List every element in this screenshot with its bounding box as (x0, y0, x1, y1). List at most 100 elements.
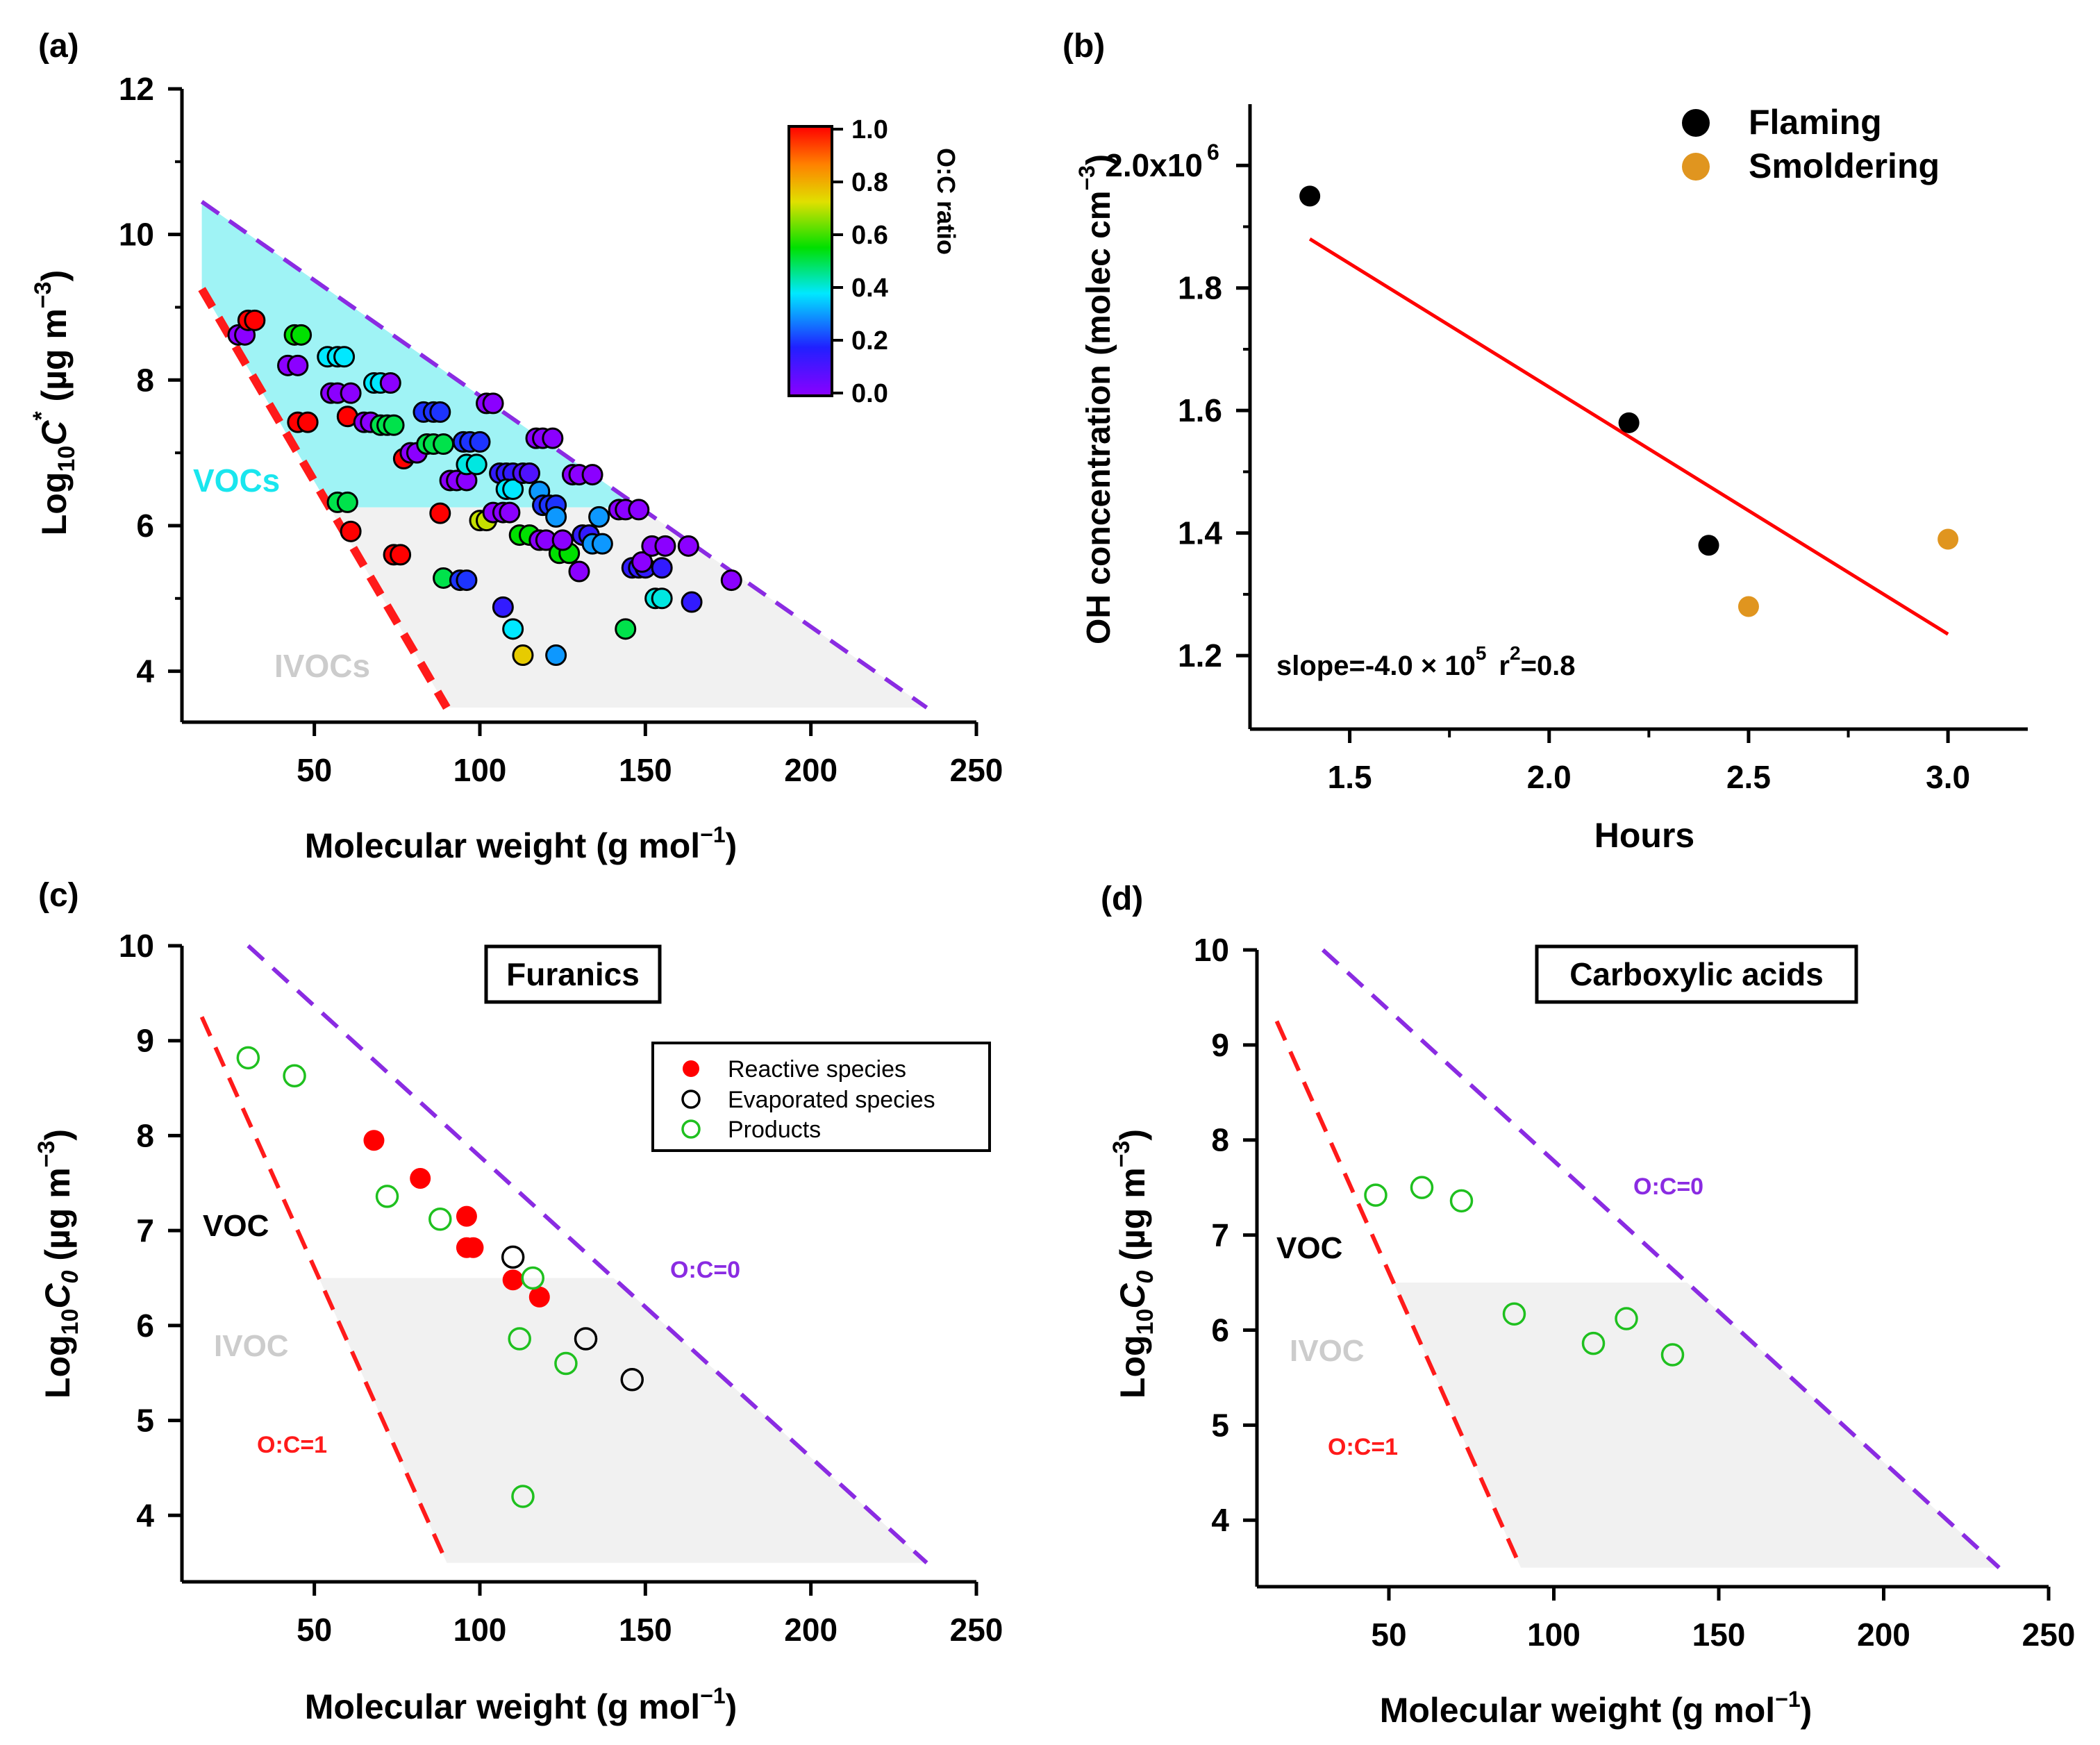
panel-d-tick-labels: 50 100 150 200 250 4 5 6 7 8 9 10 (1194, 932, 2076, 1653)
evaporated-point (620, 1368, 644, 1392)
y-tick-label: 10 (1194, 932, 1229, 968)
smoldering-point (1738, 596, 1759, 617)
flaming-point (1618, 412, 1640, 433)
data-point (651, 557, 673, 579)
y-tick-label: 9 (1211, 1027, 1229, 1063)
slope-annotation: slope=-4.0 × 105 r2=0.8 (1276, 642, 1576, 681)
legend-smoldering-label: Smoldering (1749, 147, 1940, 185)
panel-b-xlabel: Hours (1594, 816, 1694, 855)
data-point (333, 346, 356, 368)
panel-b-axes (1236, 104, 2028, 743)
panel-c-ivoc-label: IVOC (214, 1329, 289, 1363)
product-point (521, 1266, 545, 1290)
data-point (379, 372, 401, 394)
colorbar-tick-label: 0.4 (851, 274, 888, 303)
x-tick-label: 200 (784, 1612, 838, 1648)
y-tick-label: 8 (136, 362, 154, 398)
x-tick-label: 100 (453, 1612, 507, 1648)
data-point (651, 587, 673, 610)
panel-a-voc-label: VOCs (193, 462, 280, 499)
y-tick-label: 6 (1211, 1312, 1229, 1348)
panel-c-points (236, 1046, 644, 1508)
product-point (1410, 1176, 1434, 1199)
panel-b-label: (b) (1062, 28, 1105, 65)
panel-a-boundary-lines (198, 200, 928, 710)
colorbar-tick-label: 1.0 (851, 115, 888, 144)
colorbar-tick-label: 0.6 (851, 221, 888, 250)
x-tick-label: 150 (619, 1612, 672, 1648)
reactive-point (502, 1269, 524, 1291)
data-point (429, 502, 451, 524)
legend-products-marker (681, 1119, 701, 1139)
panel-c-ylabel: Log10C0 (µg m−3) (33, 1129, 83, 1398)
colorbar-tick-label: 0.2 (851, 326, 888, 356)
y-tick-exponent: 6 (1207, 140, 1219, 165)
panel-c-title-box: Furanics (484, 944, 662, 1004)
data-point (581, 464, 603, 486)
y-tick-label: 2.0x10 (1105, 147, 1203, 183)
panel-a-label: (a) (38, 28, 79, 65)
panel-d-axes (1243, 948, 2051, 1601)
panel-c-regions (319, 1278, 927, 1563)
data-point (502, 618, 524, 640)
panel-a-axes (168, 87, 978, 736)
x-tick-label: 250 (950, 1612, 1003, 1648)
oc1-boundary-line (198, 287, 451, 710)
panel-d-title-box: Carboxylic acids (1535, 944, 1858, 1004)
panel-c-title: Furanics (506, 956, 640, 992)
product-point (236, 1046, 260, 1070)
data-point (654, 535, 676, 557)
data-point (512, 644, 534, 667)
data-point (631, 551, 653, 573)
y-tick-label: 4 (136, 653, 154, 690)
product-point (1615, 1307, 1638, 1330)
colorbar-tick-label: 0.0 (851, 379, 888, 408)
y-tick-label: 12 (119, 71, 154, 107)
y-tick-label: 7 (1211, 1217, 1229, 1253)
panel-d-oc1-label: O:C=1 (1328, 1434, 1398, 1460)
ivoc-region (329, 507, 927, 708)
data-point (456, 569, 478, 592)
x-tick-label: 1.5 (1328, 759, 1372, 795)
legend-products-label: Products (728, 1117, 821, 1143)
panel-a-xlabel: Molecular weight (g mol−1) (305, 822, 738, 865)
x-tick-label: 50 (297, 1612, 332, 1648)
data-point (545, 506, 567, 528)
data-point (465, 453, 488, 476)
data-point (469, 431, 491, 453)
panel-a-points (227, 309, 742, 667)
panel-d-ivoc-label: IVOC (1290, 1334, 1365, 1368)
oc0-boundary-line (247, 944, 928, 1564)
y-tick-label: 8 (136, 1117, 154, 1153)
data-point (519, 462, 540, 484)
panel-b-points (1299, 185, 1959, 617)
ivoc-region (319, 1278, 927, 1563)
product-point (1364, 1183, 1388, 1207)
panel-d-regions (1393, 1283, 1999, 1568)
data-point (383, 414, 405, 436)
ivoc-region (1393, 1283, 1999, 1568)
product-point (1660, 1343, 1685, 1367)
legend-flaming-marker (1682, 109, 1710, 137)
panel-d-ylabel: Log10C0 (µg m−3) (1108, 1129, 1158, 1398)
panel-b-tick-labels: 1.5 2.0 2.5 3.0 1.2 1.4 1.6 1.8 2.0x10 6 (1105, 140, 1970, 795)
smoldering-point (1938, 528, 1959, 550)
product-point (1449, 1189, 1474, 1213)
data-point (502, 478, 524, 501)
data-point (429, 401, 451, 423)
data-point (297, 411, 319, 433)
reactive-point (456, 1205, 477, 1227)
product-point (428, 1207, 452, 1231)
legend-smoldering-marker (1682, 153, 1710, 181)
panel-d-title: Carboxylic acids (1569, 956, 1824, 992)
panel-d: (d) VOC IVOC O:C=1 O:C=0 Carboxylic acid… (1101, 880, 2075, 1730)
x-tick-label: 100 (1527, 1617, 1581, 1653)
data-point (433, 433, 455, 456)
panel-c-tick-labels: 50 100 150 200 250 4 5 6 7 8 9 10 (119, 928, 1003, 1648)
panel-c-axes (168, 944, 978, 1596)
panel-c: (c) VOC IVOC O:C=1 O:C=0 Furanics Reacti… (33, 877, 1003, 1726)
data-point (482, 392, 504, 415)
product-point (554, 1351, 578, 1376)
panel-b: (b) 1.5 2.0 2.5 3.0 1.2 1.4 1.6 1.8 2.0x10 6 Hour… (1062, 28, 2028, 855)
